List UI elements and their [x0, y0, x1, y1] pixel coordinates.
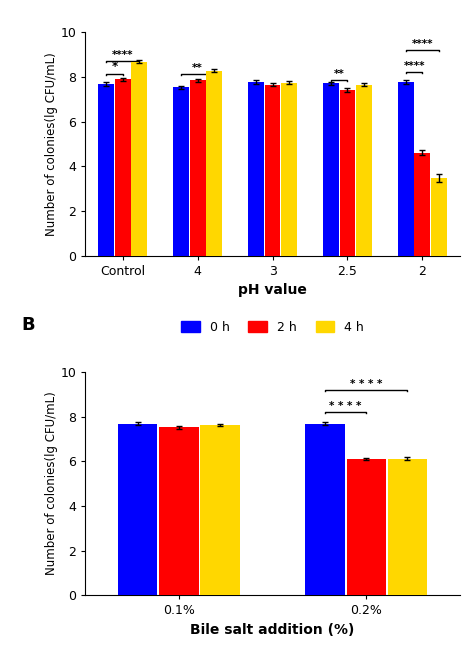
- Bar: [323, 83, 339, 256]
- Text: **: **: [192, 63, 203, 74]
- Text: * * * *: * * * *: [350, 379, 383, 389]
- Bar: [159, 427, 199, 595]
- Bar: [388, 459, 427, 595]
- Text: B: B: [22, 316, 35, 334]
- Bar: [118, 424, 157, 595]
- Bar: [115, 80, 131, 256]
- Legend: 0 h, 2 h, 4 h: 0 h, 2 h, 4 h: [176, 316, 369, 338]
- Bar: [131, 62, 147, 256]
- Bar: [201, 425, 240, 595]
- Y-axis label: Number of colonies(lg CFU/mL): Number of colonies(lg CFU/mL): [45, 391, 58, 575]
- Bar: [99, 83, 114, 256]
- Bar: [248, 82, 264, 256]
- Bar: [173, 87, 189, 256]
- Bar: [305, 424, 345, 595]
- Text: *: *: [111, 60, 118, 74]
- Bar: [281, 83, 297, 256]
- Bar: [339, 90, 356, 256]
- Bar: [356, 85, 372, 256]
- Text: **: **: [334, 69, 345, 79]
- Bar: [190, 80, 206, 256]
- Bar: [264, 85, 281, 256]
- X-axis label: pH value: pH value: [238, 283, 307, 298]
- Bar: [346, 459, 386, 595]
- Y-axis label: Number of colonies(lg CFU/mL): Number of colonies(lg CFU/mL): [45, 52, 58, 236]
- Text: ****: ****: [112, 50, 134, 60]
- Bar: [414, 153, 430, 256]
- X-axis label: Bile salt addition (%): Bile salt addition (%): [191, 623, 355, 637]
- Bar: [206, 71, 222, 256]
- Text: ****: ****: [411, 39, 433, 49]
- Text: ****: ****: [403, 61, 425, 71]
- Text: * * * *: * * * *: [329, 401, 362, 411]
- Bar: [398, 82, 414, 256]
- Bar: [431, 178, 447, 256]
